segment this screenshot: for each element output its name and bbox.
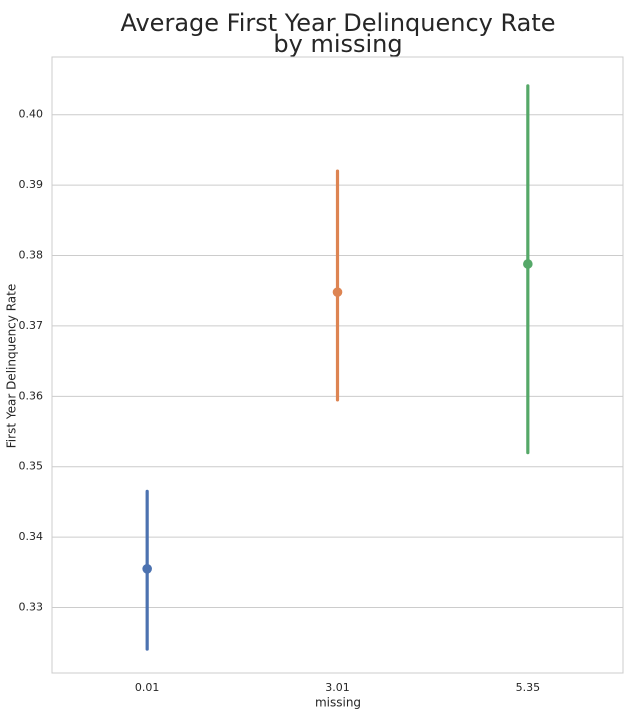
y-axis-ticks: 0.33 0.34 0.35 0.36 0.37 0.38 0.39 0.40 xyxy=(19,108,44,614)
y-tick-label: 0.35 xyxy=(19,460,44,473)
chart-title-line2: by missing xyxy=(273,30,402,58)
y-tick-label: 0.33 xyxy=(19,601,44,614)
y-axis-label: First Year Delinquency Rate xyxy=(5,284,19,448)
mean-point-2 xyxy=(523,259,533,269)
x-tick-label: 5.35 xyxy=(516,681,541,694)
x-axis-label: missing xyxy=(315,696,361,710)
mean-point-1 xyxy=(332,287,343,297)
x-tick-label: 3.01 xyxy=(325,681,350,694)
y-tick-label: 0.38 xyxy=(19,249,44,262)
plot-frame xyxy=(51,56,624,674)
x-axis-ticks: 0.01 3.01 5.35 xyxy=(135,681,540,694)
x-tick-label: 0.01 xyxy=(135,681,160,694)
y-tick-label: 0.34 xyxy=(19,530,44,543)
plot-marks xyxy=(142,84,533,651)
y-tick-label: 0.39 xyxy=(19,178,44,191)
mean-point-0 xyxy=(142,564,152,574)
y-tick-label: 0.37 xyxy=(19,319,44,332)
y-tick-label: 0.40 xyxy=(19,108,44,121)
y-tick-label: 0.36 xyxy=(19,389,44,402)
chart-title-line1: Average First Year Delinquency Rate xyxy=(120,9,555,37)
